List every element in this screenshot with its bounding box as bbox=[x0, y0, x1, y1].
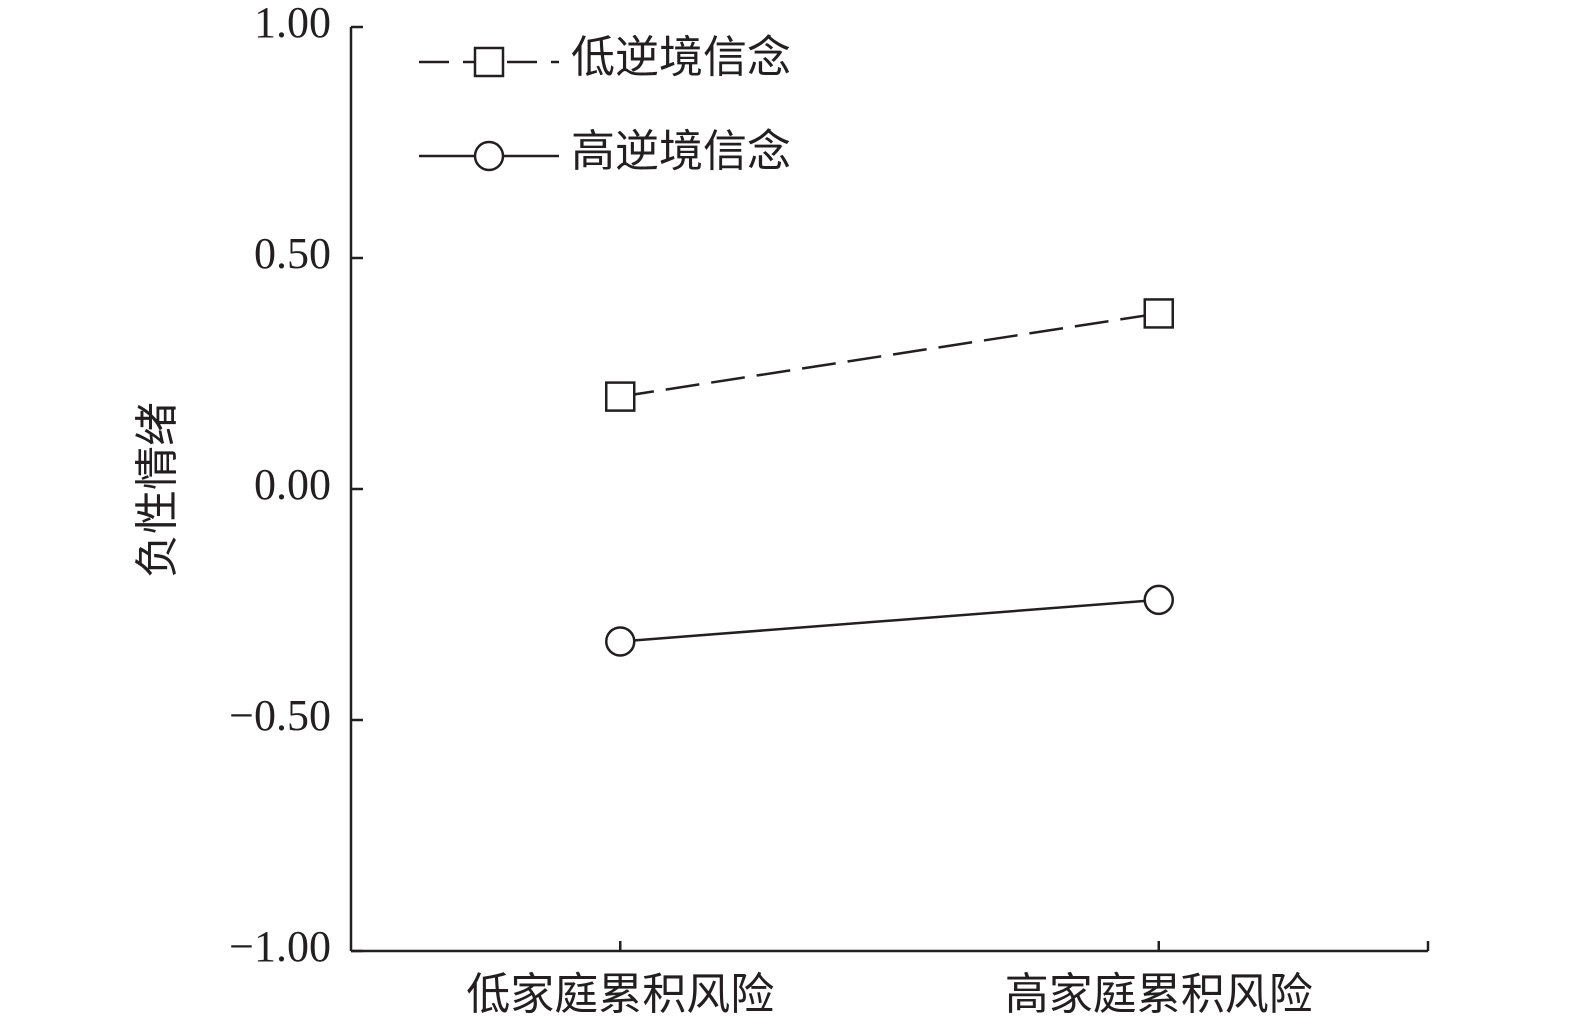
legend-label: 高逆境信念 bbox=[571, 127, 791, 176]
x-tick-label: 高家庭累积风险 bbox=[1005, 970, 1313, 1019]
marker-circle bbox=[473, 140, 505, 172]
marker-circle bbox=[605, 626, 636, 657]
series-line bbox=[620, 598, 1159, 643]
series-line bbox=[620, 312, 1159, 398]
legend-label: 低逆境信念 bbox=[571, 33, 791, 82]
y-tick-label: 1.00 bbox=[254, 0, 331, 47]
marker-square bbox=[473, 46, 505, 78]
x-tick-label: 低家庭累积风险 bbox=[466, 970, 774, 1019]
marker-square bbox=[605, 381, 636, 412]
marker-circle bbox=[1143, 584, 1174, 616]
marker-square bbox=[1143, 298, 1174, 329]
y-tick-label: −0.50 bbox=[229, 691, 331, 740]
y-axis-label: 负性情绪 bbox=[133, 402, 182, 578]
y-tick-label: 0.00 bbox=[254, 460, 331, 509]
y-tick-label: 0.50 bbox=[254, 229, 331, 278]
y-tick-label: −1.00 bbox=[229, 922, 331, 971]
